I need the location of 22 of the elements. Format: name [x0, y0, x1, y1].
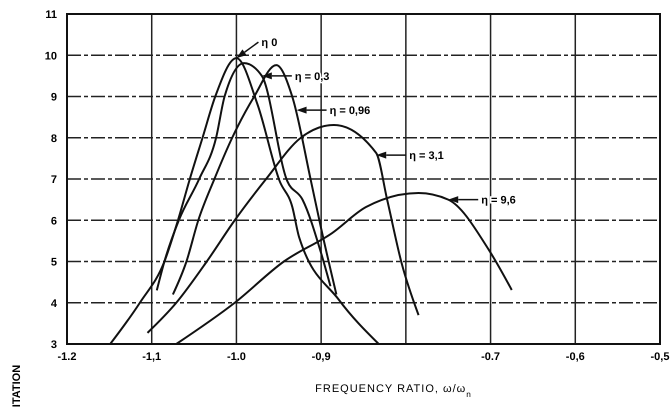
y-tick-label: 11 — [45, 9, 57, 21]
x-tick-label: -0,5 — [650, 351, 670, 363]
y-axis-title: ITATION — [11, 364, 23, 408]
y-tick-label: 3 — [50, 339, 57, 351]
x-tick-label: -1.0 — [226, 351, 246, 363]
x-tick-label: -0,9 — [312, 351, 331, 363]
y-tick-label: 5 — [50, 256, 57, 268]
annotation: η = 9,6 — [481, 194, 516, 207]
x-axis-title: FREQUENCY RATIO, ω/ω$_{n}$ — [315, 383, 472, 398]
annotation: η = 3,1 — [409, 150, 444, 162]
annotation: η = 0,96 — [330, 105, 370, 118]
y-tick-label: 8 — [50, 132, 57, 145]
y-tick-label: 4 — [50, 298, 58, 310]
x-tick-label: -1.2 — [58, 351, 76, 363]
y-tick-label: 9 — [50, 92, 57, 104]
annotation: η 0 — [261, 37, 278, 50]
x-tick-label: -0.7 — [481, 351, 500, 363]
x-tick-label: -1,1 — [142, 351, 162, 363]
y-tick-label: 6 — [50, 215, 57, 228]
y-tick-label: 7 — [50, 174, 57, 186]
y-tick-label: 10 — [44, 50, 57, 62]
x-tick-label: -0,6 — [566, 351, 585, 363]
